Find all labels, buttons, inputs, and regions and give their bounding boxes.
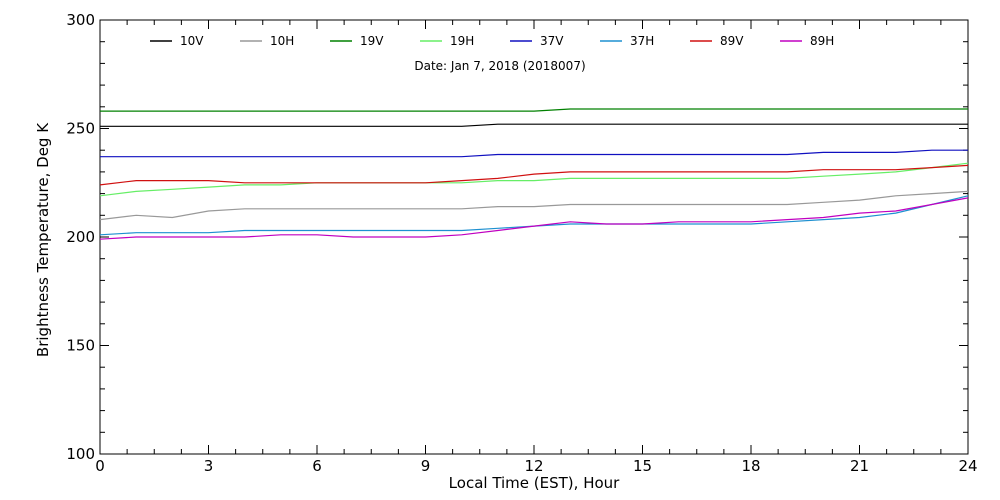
y-tick-label: 300 xyxy=(66,11,95,29)
legend-label-89h: 89H xyxy=(810,34,834,48)
y-tick-label: 100 xyxy=(66,445,95,463)
series-line-10h xyxy=(99,190,969,221)
legend-label-10v: 10V xyxy=(180,34,204,48)
x-tick-label: 0 xyxy=(95,457,105,475)
x-axis-title: Local Time (EST), Hour xyxy=(449,474,620,492)
y-tick-label: 250 xyxy=(66,120,95,138)
y-tick-label: 200 xyxy=(66,228,95,246)
y-axis-title: Brightness Temperature, Deg K xyxy=(34,122,52,357)
legend-label-10h: 10H xyxy=(270,34,294,48)
legend-label-89v: 89V xyxy=(720,34,744,48)
series-line-89v xyxy=(99,164,969,186)
x-tick-label: 18 xyxy=(741,457,760,475)
axis-tick-labels: 0 3 6 9 12 15 18 21 24 100 150 200 250 300 xyxy=(66,11,977,475)
series-lines xyxy=(99,108,969,240)
x-tick-label: 3 xyxy=(204,457,214,475)
legend-label-37h: 37H xyxy=(630,34,654,48)
series-line-10v xyxy=(100,123,968,127)
legend-label-19v: 19V xyxy=(360,34,384,48)
series-line-89h xyxy=(99,197,969,240)
x-tick-label: 12 xyxy=(524,457,543,475)
y-tick-label: 150 xyxy=(66,337,95,355)
series-line-19h xyxy=(99,162,969,197)
x-tick-label: 21 xyxy=(850,457,869,475)
series-line-37v xyxy=(100,149,968,158)
x-tick-label: 9 xyxy=(421,457,431,475)
legend-label-19h: 19H xyxy=(450,34,474,48)
axis-ticks xyxy=(99,19,969,455)
chart-title: Date: Jan 7, 2018 (2018007) xyxy=(414,59,585,73)
legend-label-37v: 37V xyxy=(540,34,564,48)
x-tick-label: 24 xyxy=(958,457,977,475)
legend: 10V 10H 19V 19H 37V 37H 89V 89H xyxy=(150,34,834,48)
x-tick-label: 6 xyxy=(312,457,322,475)
series-line-19v xyxy=(100,108,968,112)
x-tick-label: 15 xyxy=(633,457,652,475)
